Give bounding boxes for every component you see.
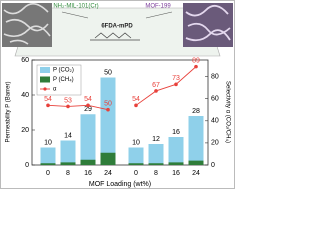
value-label: 73	[172, 75, 180, 82]
y-axis-title: Permeability P (Barrer)	[6, 82, 12, 143]
point	[86, 103, 90, 108]
point	[134, 103, 138, 108]
y-tick-label: 0	[25, 162, 29, 169]
bar	[148, 144, 164, 165]
bar	[128, 147, 144, 165]
value-label: 29	[84, 106, 92, 113]
y2-tick-label: 80	[211, 73, 219, 80]
x-tick-label: 8	[154, 170, 158, 177]
value-label: 10	[132, 139, 140, 146]
value-label: 54	[84, 96, 92, 103]
bar	[168, 162, 184, 165]
x-tick-label: 16	[172, 170, 180, 177]
y-tick-label: 60	[21, 57, 29, 64]
value-label: 10	[44, 139, 52, 146]
point	[66, 104, 70, 109]
label-center: 6FDA-mPD	[101, 24, 133, 30]
value-label: 50	[104, 69, 112, 76]
value-label: 53	[64, 97, 72, 104]
bar	[80, 159, 96, 165]
x-tick-label: 0	[134, 170, 138, 177]
structure	[90, 32, 140, 41]
value-label: 67	[152, 82, 160, 89]
x-tick-label: 8	[66, 170, 70, 177]
y2-tick-label: 20	[211, 140, 219, 147]
y2-axis-title: Selectivity α (CO₂/CH₄)	[224, 81, 230, 143]
sem-texture	[3, 3, 51, 45]
bar	[60, 140, 76, 165]
bar	[60, 162, 76, 165]
value-label: 12	[152, 136, 160, 143]
x-tick-label: 24	[192, 170, 200, 177]
point	[46, 103, 50, 108]
legend-swatch	[40, 76, 50, 83]
point	[154, 89, 158, 93]
header-graphic: NH₂-MIL-101(Cr) 6FDA-mPD MOF-199	[2, 3, 233, 57]
value-label: 14	[64, 132, 72, 139]
line	[135, 66, 197, 106]
bar	[128, 163, 144, 165]
value-label: 54	[44, 96, 52, 103]
bar	[100, 77, 116, 165]
bar	[148, 163, 164, 165]
x-tick-label: 24	[104, 170, 112, 177]
point	[174, 82, 178, 87]
label-right: MOF-199	[145, 4, 171, 10]
y2-tick-label: 0	[211, 162, 215, 169]
legend-label: α	[53, 87, 57, 93]
value-label: 16	[172, 129, 180, 136]
y-tick-label: 40	[21, 92, 29, 99]
figure: NH₂-MIL-101(Cr) 6FDA-mPD MOF-199 MOF Loa…	[0, 0, 235, 189]
bar	[100, 152, 116, 165]
label-left: NH₂-MIL-101(Cr)	[53, 4, 98, 10]
bar	[188, 116, 204, 165]
x-tick-label: 16	[84, 170, 92, 177]
bar	[80, 114, 96, 165]
bar	[168, 137, 184, 165]
legend-swatch	[40, 67, 50, 73]
y-tick-label: 20	[21, 127, 29, 134]
y2-tick-label: 40	[211, 118, 219, 125]
value-label: 54	[132, 96, 140, 103]
value-label: 28	[192, 108, 200, 115]
x-tick-label: 0	[46, 170, 50, 177]
line	[47, 104, 109, 111]
legend-label: P (CO₂)	[53, 68, 74, 74]
arrows	[61, 11, 173, 19]
sem-texture	[185, 4, 231, 42]
bar	[188, 160, 204, 165]
legend-swatch	[43, 87, 47, 91]
bar	[40, 147, 56, 165]
value-label: 50	[104, 101, 112, 108]
value-label: 89	[192, 57, 200, 64]
legend-label: P (CH₄)	[53, 77, 74, 83]
bar	[40, 163, 56, 165]
point	[106, 107, 110, 112]
y2-tick-label: 60	[211, 96, 219, 103]
x-axis-title: MOF Loading (wt%)	[89, 181, 151, 188]
point	[194, 64, 198, 69]
